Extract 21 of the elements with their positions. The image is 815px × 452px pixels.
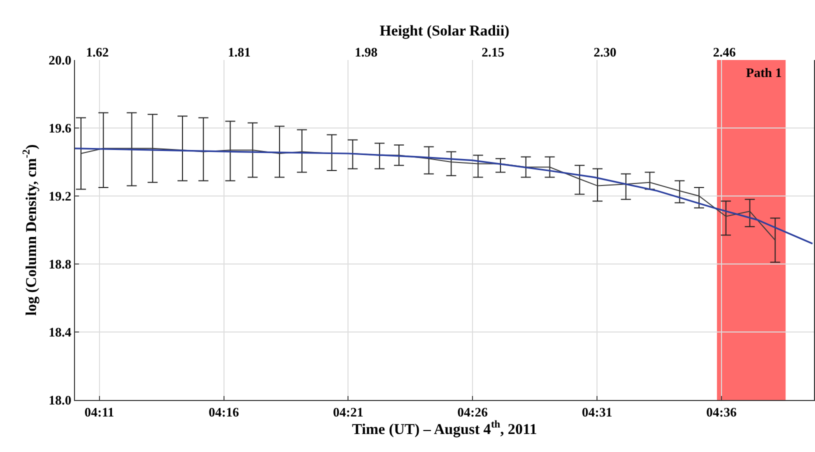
x2-tick-label: 1.62 [86,44,109,60]
x-axis-title: Time (UT) – August 4$^{th}$, 2011 [352,420,537,438]
x2-tick-label: 2.15 [482,44,505,60]
x2-tick-label: 1.98 [354,44,378,60]
x-tick-label: 04:36 [706,404,738,420]
band-label: Path 1 [746,65,782,80]
x-tick-label: 04:21 [333,404,364,420]
y-tick-label: 18.4 [48,324,72,340]
y-tick-label: 18.0 [48,392,72,408]
x-tick-label: 04:16 [208,404,240,420]
x-tick-label: 04:26 [457,404,488,420]
x2-tick-label: 1.81 [228,44,251,60]
y-tick-label: 19.2 [48,188,72,204]
y-tick-label: 20.0 [48,52,72,68]
x2-tick-label: 2.46 [713,44,736,60]
x-tick-label: 04:31 [582,404,612,420]
y-tick-label: 19.6 [48,120,72,136]
x2-axis-title: Height (Solar Radii) [380,24,510,40]
x-tick-label: 04:11 [84,404,114,420]
x2-tick-label: 2.30 [594,44,616,60]
y-tick-label: 18.8 [48,256,72,272]
